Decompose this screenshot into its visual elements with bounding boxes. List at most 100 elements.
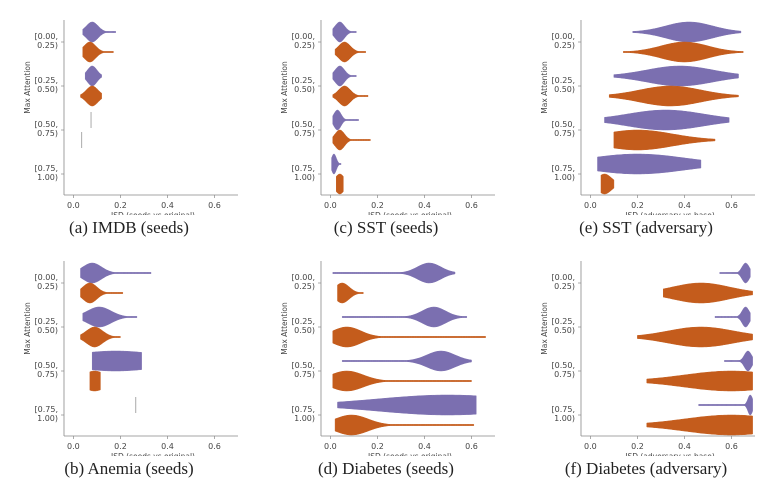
- x-tick-label: 0.4: [678, 201, 691, 210]
- violin-orange: [89, 370, 101, 392]
- violin-purple: [82, 21, 116, 43]
- y-tick-label: [0.50, 0.75): [292, 120, 315, 138]
- y-axis-label: Max Attention: [280, 61, 289, 114]
- violin-orange: [332, 129, 371, 151]
- violin-orange: [332, 326, 486, 348]
- violin-chart-e: 0.0 0.2 0.4 0.6 JSD (adversary vs base) Max A…: [540, 20, 755, 215]
- violin-orange: [332, 370, 472, 392]
- violin-purple: [332, 65, 357, 87]
- y-tick-label: [0.25, 0.50): [35, 76, 58, 94]
- y-tick-label: [0.50, 0.75): [35, 120, 58, 138]
- violin-orange: [637, 326, 753, 348]
- y-tick-label: [0.75, 1.00): [292, 164, 315, 182]
- violin-purple: [84, 65, 102, 87]
- y-tick-label: [0.50, 0.75): [35, 361, 58, 379]
- y-tick-label: [0.00, 0.25): [552, 32, 575, 50]
- x-tick-label: 0.0: [67, 201, 80, 210]
- panel-b: 0.0 0.2 0.4 0.6 JSD (seeds vs original) Max A…: [0, 241, 258, 482]
- y-axis-label: Max Attention: [23, 302, 32, 355]
- x-tick-label: 0.0: [584, 442, 597, 451]
- y-tick-label: [0.25, 0.50): [552, 317, 575, 335]
- x-tick-label: 0.6: [208, 442, 221, 451]
- violin-orange: [646, 414, 753, 436]
- y-tick-label: [0.00, 0.25): [292, 32, 315, 50]
- violin-chart-a: 0.0 0.2 0.4 0.6 JSD (seeds vs original) Max A…: [23, 20, 238, 215]
- violin-orange: [663, 282, 753, 304]
- caption-d: (d) Diabetes (seeds): [318, 459, 454, 478]
- y-axis-label: Max Attention: [540, 61, 549, 114]
- x-axis-label: JSD (seeds vs original): [110, 452, 195, 456]
- y-tick-label: [0.75, 1.00): [35, 164, 58, 182]
- y-tick-label: [0.75, 1.00): [552, 164, 575, 182]
- x-axis-label: JSD (seeds vs original): [367, 452, 452, 456]
- y-tick-label: [0.00, 0.25): [35, 273, 58, 291]
- caption-c: (c) SST (seeds): [333, 218, 439, 237]
- panel-a: 0.0 0.2 0.4 0.6 JSD (seeds vs original) Max A…: [0, 0, 258, 241]
- violin-purple: [332, 262, 456, 284]
- violin-purple: [332, 21, 357, 43]
- x-tick-label: 0.2: [631, 201, 644, 210]
- x-tick-label: 0.2: [631, 442, 644, 451]
- violin-orange: [608, 85, 739, 107]
- violin-purple: [341, 350, 472, 372]
- x-tick-label: 0.4: [678, 442, 691, 451]
- violin-purple: [80, 262, 152, 284]
- y-axis-label: Max Attention: [23, 61, 32, 114]
- violin-orange: [332, 85, 369, 107]
- x-tick-label: 0.0: [324, 201, 337, 210]
- x-tick-label: 0.6: [725, 201, 738, 210]
- x-tick-label: 0.0: [584, 201, 597, 210]
- violin-orange: [337, 282, 364, 304]
- panel-f: 0.0 0.2 0.4 0.6 JSD (adversary vs base) Max A…: [517, 241, 775, 482]
- y-tick-label: [0.25, 0.50): [35, 317, 58, 335]
- x-tick-label: 0.4: [418, 201, 431, 210]
- violin-purple: [331, 153, 342, 175]
- violin-chart-c: 0.0 0.2 0.4 0.6 JSD (seeds vs original) Max A…: [280, 20, 495, 215]
- x-tick-label: 0.6: [208, 201, 221, 210]
- x-tick-label: 0.6: [465, 442, 478, 451]
- panel-d: 0.0 0.2 0.4 0.6 JSD (seeds vs original) Max A…: [257, 241, 515, 482]
- violin-purple: [337, 394, 477, 416]
- x-tick-label: 0.0: [324, 442, 337, 451]
- y-tick-label: [0.50, 0.75): [552, 361, 575, 379]
- y-tick-label: [0.50, 0.75): [552, 120, 575, 138]
- violin-orange: [82, 41, 114, 63]
- y-tick-label: [0.75, 1.00): [35, 405, 58, 423]
- violin-orange: [623, 41, 744, 63]
- x-tick-label: 0.2: [114, 201, 127, 210]
- y-axis-label: Max Attention: [540, 302, 549, 355]
- x-tick-label: 0.2: [114, 442, 127, 451]
- y-tick-label: [0.50, 0.75): [292, 361, 315, 379]
- caption-f: (f) Diabetes (adversary): [564, 459, 728, 478]
- x-tick-label: 0.4: [161, 201, 174, 210]
- y-tick-label: [0.75, 1.00): [552, 405, 575, 423]
- violin-orange: [80, 326, 121, 348]
- violin-orange: [613, 129, 716, 151]
- y-tick-label: [0.25, 0.50): [552, 76, 575, 94]
- violin-orange: [646, 370, 753, 392]
- violin-purple: [632, 21, 742, 43]
- y-tick-label: [0.00, 0.25): [552, 273, 575, 291]
- violin-purple: [597, 153, 702, 175]
- y-tick-label: [0.25, 0.50): [292, 76, 315, 94]
- violin-purple: [604, 109, 730, 131]
- x-tick-label: 0.6: [725, 442, 738, 451]
- violin-purple: [714, 306, 751, 328]
- violin-orange: [334, 414, 475, 436]
- violin-chart-d: 0.0 0.2 0.4 0.6 JSD (seeds vs original) Max A…: [280, 261, 495, 456]
- x-axis-label: JSD (seeds vs original): [367, 211, 452, 215]
- violin-chart-b: 0.0 0.2 0.4 0.6 JSD (seeds vs original) Max A…: [23, 261, 238, 456]
- violin-orange: [80, 282, 124, 304]
- x-axis-label: JSD (seeds vs original): [110, 211, 195, 215]
- violin-purple: [719, 262, 751, 284]
- violin-purple: [332, 109, 359, 131]
- y-tick-label: [0.00, 0.25): [35, 32, 58, 50]
- x-axis-label: JSD (adversary vs base): [624, 211, 715, 215]
- violin-chart-f: 0.0 0.2 0.4 0.6 JSD (adversary vs base) Max A…: [540, 261, 755, 456]
- violin-purple: [698, 394, 753, 416]
- panel-c: 0.0 0.2 0.4 0.6 JSD (seeds vs original) Max A…: [257, 0, 515, 241]
- caption-a: (a) IMDB (seeds): [69, 218, 189, 237]
- caption-e: (e) SST (adversary): [579, 218, 713, 237]
- x-tick-label: 0.2: [371, 201, 384, 210]
- x-tick-label: 0.2: [371, 442, 384, 451]
